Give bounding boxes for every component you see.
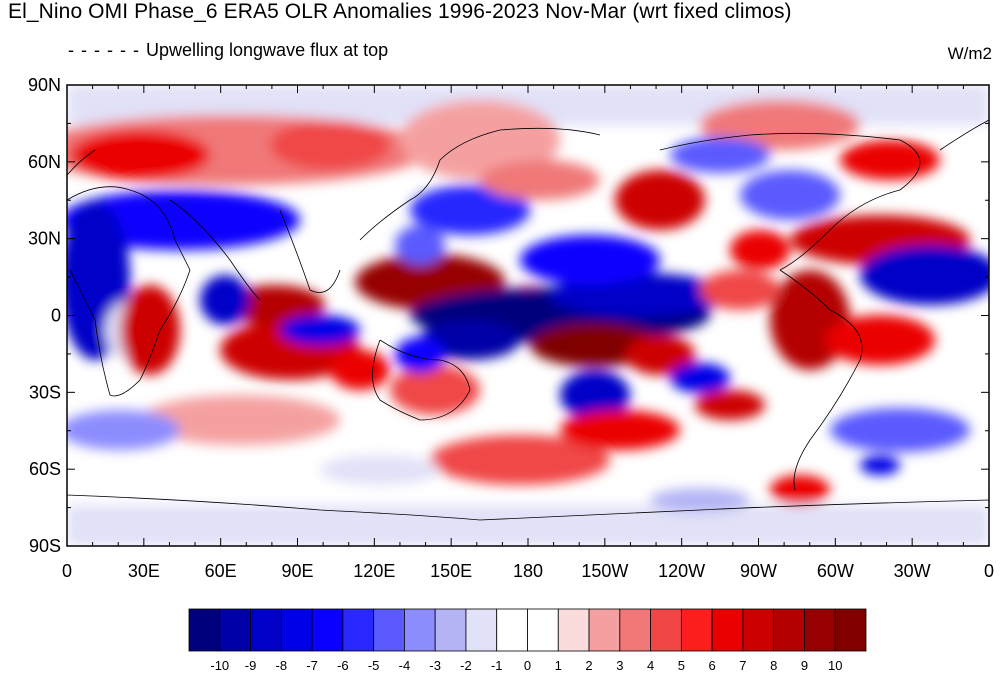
colorbar-label: 5 [678,658,685,673]
subtitle: - - - - - - Upwelling longwave flux at to… [68,40,388,61]
colorbar-swatch [373,608,405,652]
colorbar-swatch [434,608,467,652]
colorbar-label: -4 [399,658,411,673]
units-label: W/m2 [947,44,992,63]
x-tick-label: 150W [581,561,628,581]
colorbar-label: -8 [276,658,288,673]
colorbar-label: -10 [210,658,229,673]
y-tick-label: 90S [29,536,61,556]
y-tick-label: 0 [51,306,61,326]
x-tick-label: 0 [62,561,72,581]
colorbar-swatch [188,608,221,652]
subtitle-text: Upwelling longwave flux at top [145,40,389,60]
y-tick-label: 30N [28,229,61,249]
colorbar-swatch [557,608,590,652]
y-tick-label: 60S [29,459,61,479]
colorbar-swatch [311,608,344,652]
colorbar-swatch [465,608,498,652]
colorbar-swatch [804,608,836,652]
colorbar-swatch [742,608,775,652]
colorbar-label: -6 [337,658,349,673]
x-tick-label: 60W [817,561,854,581]
coastlines [67,119,989,521]
colorbar-label: -5 [368,658,380,673]
x-tick-label: 0 [984,561,994,581]
colorbar-swatch [834,608,867,652]
colorbar-swatch [773,608,805,652]
colorbar-label: 3 [616,658,623,673]
colorbar-swatch [404,608,436,652]
colorbar-label: 8 [770,658,777,673]
colorbar-swatch [342,608,375,652]
colorbar-label: -7 [306,658,318,673]
colorbar-swatch [680,608,713,652]
colorbar-label: -3 [429,658,441,673]
colorbar-swatch [219,608,251,652]
colorbar-swatch [711,608,744,652]
colorbar-label: 1 [555,658,562,673]
chart-title: El_Nino OMI Phase_6 ERA5 OLR Anomalies 1… [8,0,792,23]
colorbar-label: 7 [739,658,746,673]
y-tick-label: 60N [28,152,61,172]
x-tick-label: 120W [658,561,705,581]
colorbar-label: -2 [460,658,472,673]
colorbar-label: 2 [585,658,592,673]
x-tick-label: 180 [513,561,543,581]
colorbar-label: 10 [828,658,842,673]
y-tick-label: 30S [29,382,61,402]
colorbar-label: 9 [801,658,808,673]
x-tick-label: 90W [740,561,777,581]
legend-dash-line: - - - - - - [68,40,140,60]
x-tick-label: 90E [281,561,313,581]
y-tick-label: 90N [28,75,61,95]
x-tick-label: 150E [430,561,472,581]
colorbar [188,608,867,652]
x-tick-label: 60E [205,561,237,581]
colorbar-swatch [280,608,313,652]
x-tick-label: 30E [128,561,160,581]
x-tick-label: 120E [353,561,395,581]
colorbar-swatch [588,608,621,652]
colorbar-label: -1 [491,658,503,673]
colorbar-label: -9 [245,658,257,673]
colorbar-swatch [527,608,559,652]
x-tick-label: 30W [894,561,931,581]
colorbar-label: 4 [647,658,654,673]
colorbar-label: 6 [709,658,716,673]
colorbar-swatch [619,608,651,652]
colorbar-swatch [650,608,682,652]
colorbar-swatch [250,608,282,652]
colorbar-label: 0 [524,658,531,673]
colorbar-swatch [496,608,528,652]
